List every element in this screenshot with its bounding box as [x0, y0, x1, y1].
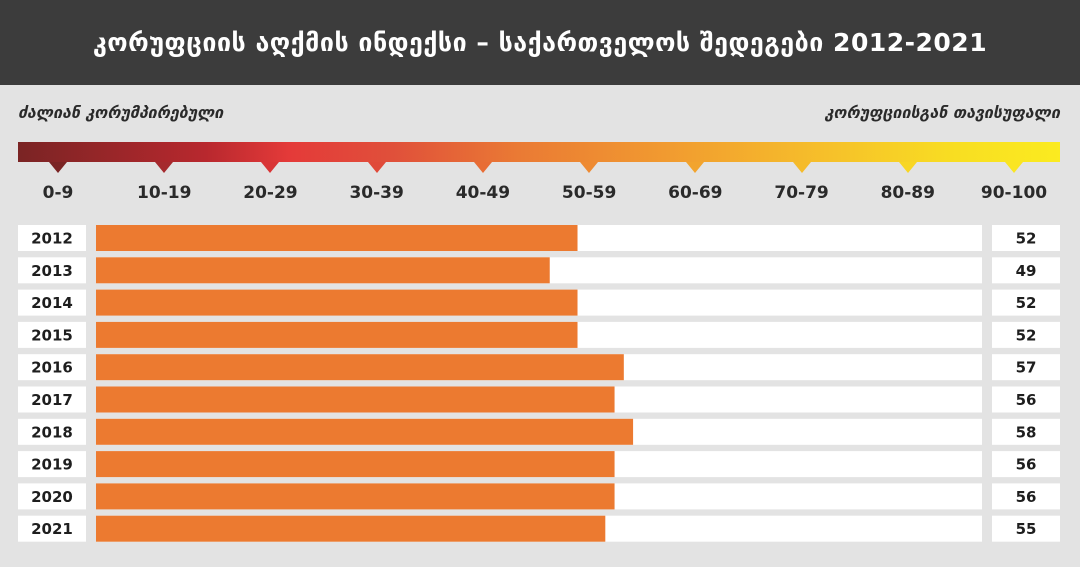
- scale-right-label: კორუფციისგან თავისუფალი: [824, 103, 1060, 122]
- scale-range-label: 10-19: [137, 183, 192, 203]
- year-label-box: [18, 289, 86, 316]
- scale-range-label: 80-89: [880, 183, 935, 203]
- bar: [96, 386, 615, 413]
- scale-range-label: 60-69: [668, 183, 723, 203]
- scale-marker: [686, 162, 705, 173]
- value-label-box: [992, 225, 1060, 251]
- value-label: 57: [1016, 359, 1037, 377]
- year-label: 2017: [31, 391, 73, 409]
- year-label: 2020: [31, 488, 73, 506]
- year-label: 2014: [31, 294, 73, 312]
- bar: [96, 418, 634, 445]
- scale-marker: [49, 162, 67, 173]
- year-label: 2019: [31, 456, 73, 474]
- year-label-box: [18, 225, 86, 251]
- title-banner: კორუფციის აღქმის ინდექსი – საქართველოს შ…: [0, 0, 1080, 85]
- year-label-box: [18, 386, 86, 413]
- value-label: 52: [1016, 326, 1037, 344]
- value-label: 52: [1016, 294, 1037, 312]
- value-label-box: [992, 257, 1060, 284]
- scale-range-label: 50-59: [561, 183, 617, 203]
- scale-marker: [261, 162, 280, 173]
- year-label: 2016: [31, 359, 73, 377]
- value-label: 58: [1016, 423, 1037, 441]
- value-label-box: [992, 451, 1060, 478]
- year-label-box: [18, 451, 86, 478]
- year-label: 2021: [31, 520, 73, 538]
- bar: [96, 257, 550, 284]
- scale-range-label: 30-39: [349, 183, 404, 203]
- bar: [96, 354, 624, 381]
- scale-marker: [155, 162, 174, 173]
- value-label: 52: [1016, 230, 1037, 248]
- scale-left-label: ძალიან კორუმპირებული: [18, 103, 224, 122]
- value-label: 55: [1016, 520, 1037, 538]
- scale-marker: [792, 162, 811, 173]
- scale-range-label: 70-79: [774, 183, 829, 203]
- value-label-box: [992, 354, 1060, 381]
- bar: [96, 321, 578, 348]
- scale-range-label: 20-29: [243, 183, 298, 203]
- year-label: 2015: [31, 326, 73, 344]
- scale-range-label: 90-100: [980, 183, 1048, 203]
- value-label: 49: [1016, 262, 1037, 280]
- value-label-box: [992, 321, 1060, 348]
- bar: [96, 515, 606, 542]
- scale-marker: [367, 162, 386, 173]
- value-label: 56: [1016, 488, 1037, 506]
- value-label-box: [992, 483, 1060, 510]
- scale-range-label: 40-49: [455, 183, 511, 203]
- scale-marker: [580, 162, 599, 173]
- bar: [96, 289, 578, 316]
- value-label-box: [992, 386, 1060, 413]
- value-label: 56: [1016, 391, 1037, 409]
- year-label: 2018: [31, 423, 73, 441]
- year-label-box: [18, 354, 86, 381]
- year-label: 2012: [31, 230, 73, 248]
- bar: [96, 483, 615, 510]
- year-label-box: [18, 515, 86, 542]
- year-label-box: [18, 257, 86, 284]
- scale-marker: [473, 162, 492, 173]
- chart-title: კორუფციის აღქმის ინდექსი – საქართველოს შ…: [92, 28, 988, 57]
- scale-marker: [1005, 162, 1023, 173]
- bar: [96, 451, 615, 478]
- year-label-box: [18, 321, 86, 348]
- value-label-box: [992, 515, 1060, 542]
- bar: [96, 225, 578, 251]
- scale-range-label: 0-9: [42, 183, 74, 203]
- value-label-box: [992, 418, 1060, 445]
- year-label-box: [18, 483, 86, 510]
- scale-marker: [898, 162, 917, 173]
- value-label-box: [992, 289, 1060, 316]
- year-label-box: [18, 418, 86, 445]
- score-gradient-bar: [18, 142, 1060, 162]
- year-label: 2013: [31, 262, 73, 280]
- value-label: 56: [1016, 456, 1037, 474]
